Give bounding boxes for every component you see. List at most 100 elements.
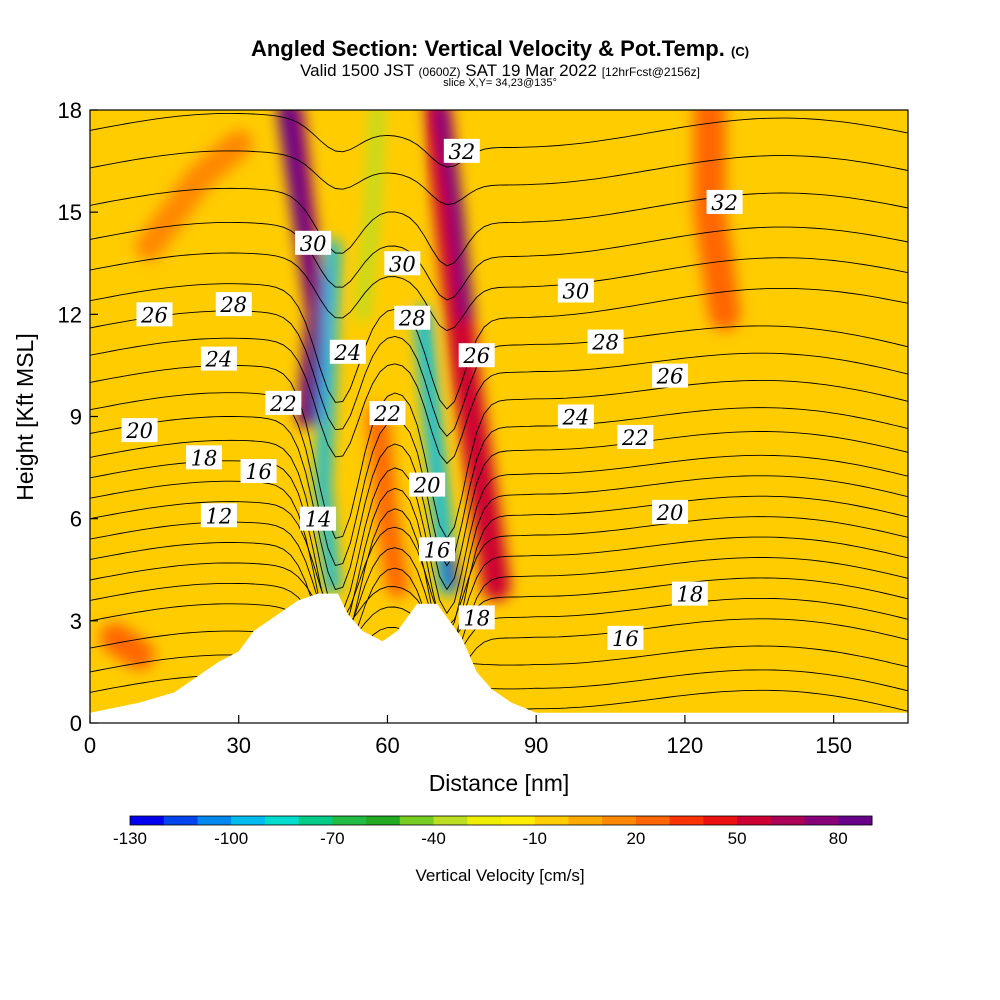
utc-time: (0600Z) bbox=[418, 65, 461, 79]
isentrope-label-bg bbox=[587, 329, 624, 354]
isentrope-line bbox=[90, 252, 908, 332]
isentrope-line bbox=[90, 416, 908, 591]
isentrope-line bbox=[90, 283, 908, 410]
isentrope-label-bg bbox=[652, 499, 689, 524]
isentrope-label-bg bbox=[369, 401, 406, 426]
colorbar-tick-label: 20 bbox=[626, 829, 645, 848]
colorbar-swatch bbox=[501, 816, 536, 825]
isentrope-label: 24 bbox=[557, 404, 594, 430]
isentrope-label-bg bbox=[186, 445, 223, 470]
isentrope-label-bg bbox=[671, 581, 708, 606]
chart-title-unit: (C) bbox=[731, 44, 750, 59]
colorbar-swatch bbox=[130, 816, 165, 825]
x-tick-label: 150 bbox=[815, 733, 852, 758]
isentrope-label-text: 26 bbox=[656, 365, 684, 389]
isentrope-label-text: 20 bbox=[125, 419, 153, 443]
isentrope-label-text: 16 bbox=[424, 538, 451, 562]
isentrope-label: 22 bbox=[617, 424, 654, 450]
isentrope-label-text: 18 bbox=[463, 606, 490, 630]
isentrope-label-text: 14 bbox=[305, 508, 332, 532]
isentrope-label-bg bbox=[409, 472, 446, 497]
velocity-band bbox=[316, 239, 340, 594]
x-tick-label: 90 bbox=[524, 733, 548, 758]
isentrope-line bbox=[90, 392, 908, 567]
isentrope-line bbox=[90, 501, 908, 628]
isentrope-label: 18 bbox=[186, 445, 223, 470]
isentrope-label: 16 bbox=[419, 537, 456, 562]
isentrope-line bbox=[90, 630, 908, 668]
isentrope-line bbox=[90, 112, 908, 168]
isentrope-label: 28 bbox=[215, 292, 252, 317]
isentrope-label-bg bbox=[607, 625, 644, 650]
isentrope-label-bg bbox=[458, 343, 495, 368]
isentrope-label-bg bbox=[652, 363, 689, 388]
isentrope-label-text: 30 bbox=[562, 279, 589, 303]
isentrope-label: 26 bbox=[652, 363, 689, 389]
isentrope-label-bg bbox=[617, 424, 654, 449]
isentrope-label: 12 bbox=[200, 503, 237, 528]
y-tick-label: 9 bbox=[70, 405, 82, 430]
chart-title-text: Angled Section: Vertical Velocity & Pot.… bbox=[250, 36, 725, 61]
velocity-band bbox=[366, 405, 409, 598]
isentrope-label: 16 bbox=[607, 625, 644, 651]
isentrope-label-text: 12 bbox=[206, 504, 233, 528]
valid-date: SAT 19 Mar 2022 bbox=[465, 61, 597, 80]
isentrope-label: 24 bbox=[200, 346, 237, 372]
isentrope-line bbox=[90, 337, 908, 465]
isentrope-label-text: 20 bbox=[656, 501, 684, 525]
isentrope-label-bg bbox=[240, 458, 277, 483]
isentrope-label-bg bbox=[215, 292, 252, 317]
isentrope-label: 32 bbox=[443, 138, 480, 164]
y-axis: 0 3 6 9 12 15 18 bbox=[58, 98, 98, 736]
isentrope-label-text: 24 bbox=[561, 406, 589, 430]
colorbar-swatch bbox=[399, 816, 435, 825]
colorbar-swatch bbox=[669, 816, 704, 825]
colorbar bbox=[129, 815, 873, 826]
isentrope-label-bg bbox=[200, 346, 237, 371]
isentrope-label: 22 bbox=[265, 390, 302, 416]
isentrope-label-bg bbox=[419, 537, 456, 562]
colorbar-swatch bbox=[332, 816, 367, 825]
colorbar-swatch bbox=[770, 816, 806, 825]
velocity-band bbox=[423, 110, 511, 601]
isentrope-label-bg bbox=[121, 418, 158, 443]
isentrope-label-text: 28 bbox=[591, 331, 619, 355]
isentrope-label: 20 bbox=[409, 472, 446, 498]
isentrope-lines bbox=[90, 112, 908, 712]
y-tick-label: 12 bbox=[58, 302, 82, 327]
isentrope-label-text: 28 bbox=[398, 307, 426, 331]
isentrope-line bbox=[90, 654, 908, 692]
isentrope-label-bg bbox=[557, 404, 594, 429]
isentrope-label-text: 16 bbox=[612, 627, 639, 651]
colorbar-swatch bbox=[163, 816, 198, 825]
valid-time: Valid 1500 JST bbox=[300, 61, 414, 80]
isentrope-line bbox=[90, 582, 908, 662]
isentrope-label-text: 22 bbox=[269, 392, 297, 416]
colorbar-swatch bbox=[703, 816, 738, 825]
isentrope-label-text: 32 bbox=[448, 140, 475, 164]
colorbar-swatch bbox=[568, 816, 603, 825]
forecast-info: [12hrFcst@2156z] bbox=[601, 65, 700, 79]
isentrope-label: 30 bbox=[557, 278, 594, 303]
velocity-band bbox=[99, 622, 155, 670]
plot-area: 32 32 30 30 30 28 28 28 26 26 26 24 24 24 22 22 22 20 20 20… bbox=[90, 110, 908, 723]
colorbar-tick-label: -70 bbox=[320, 829, 345, 848]
isentrope-labels: 32 32 30 30 30 28 28 28 26 26 26 24 24 24 22 22 22 20 20 20… bbox=[121, 138, 743, 651]
isentrope-label-bg bbox=[300, 506, 337, 531]
isentrope-label-bg bbox=[200, 503, 237, 528]
isentrope-label: 26 bbox=[136, 302, 173, 327]
isentrope-line bbox=[90, 542, 908, 669]
isentrope-line bbox=[90, 603, 908, 682]
isentrope-label-text: 26 bbox=[140, 303, 168, 327]
isentrope-label: 28 bbox=[394, 305, 431, 331]
colorbar-swatch bbox=[231, 816, 266, 825]
isentrope-label: 26 bbox=[458, 343, 495, 368]
isentrope-label-bg bbox=[329, 339, 366, 364]
x-tick-label: 120 bbox=[667, 733, 704, 758]
isentrope-label-text: 18 bbox=[191, 446, 218, 470]
isentrope-label-text: 22 bbox=[621, 426, 649, 450]
x-tick-label: 0 bbox=[84, 733, 96, 758]
colorbar-tick-label: 80 bbox=[829, 829, 848, 848]
isentrope-line bbox=[90, 439, 908, 615]
colorbar-swatch bbox=[602, 816, 637, 825]
